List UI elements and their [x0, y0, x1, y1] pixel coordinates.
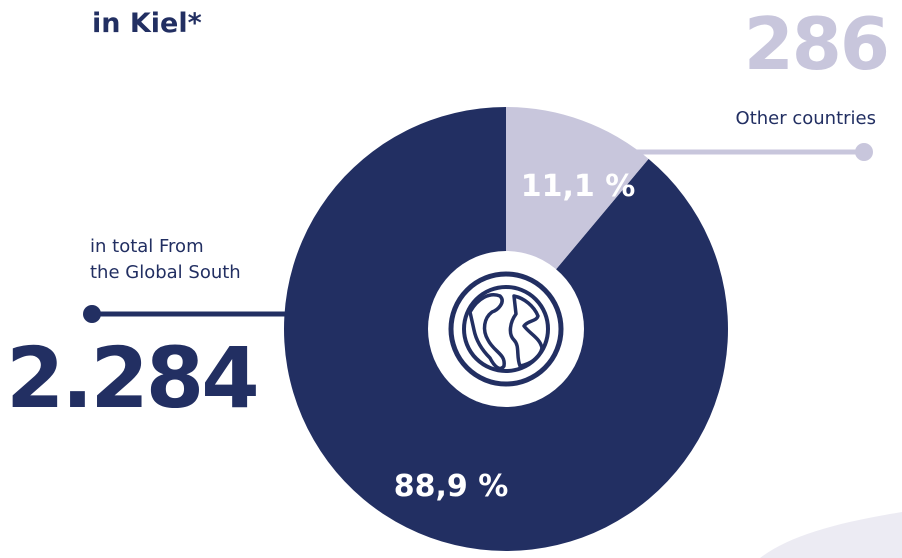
global-south-label-line2: the Global South [90, 262, 241, 283]
leader-dot-south [83, 305, 101, 323]
decorative-corner-shape [760, 512, 902, 558]
slice-label-south: 88,9 % [394, 469, 509, 504]
other-countries-label: Other countries [735, 108, 876, 129]
global-south-label-line1: in total From [90, 236, 204, 257]
global-south-count: 2.284 [6, 329, 260, 427]
other-countries-count: 286 [743, 2, 890, 86]
global-south-label: in total From the Global South [90, 234, 241, 286]
leader-dot-other [855, 143, 873, 161]
globe-icon [428, 251, 584, 407]
chart-title: in Kiel* [92, 8, 202, 39]
slice-label-other: 11,1 % [521, 169, 636, 204]
